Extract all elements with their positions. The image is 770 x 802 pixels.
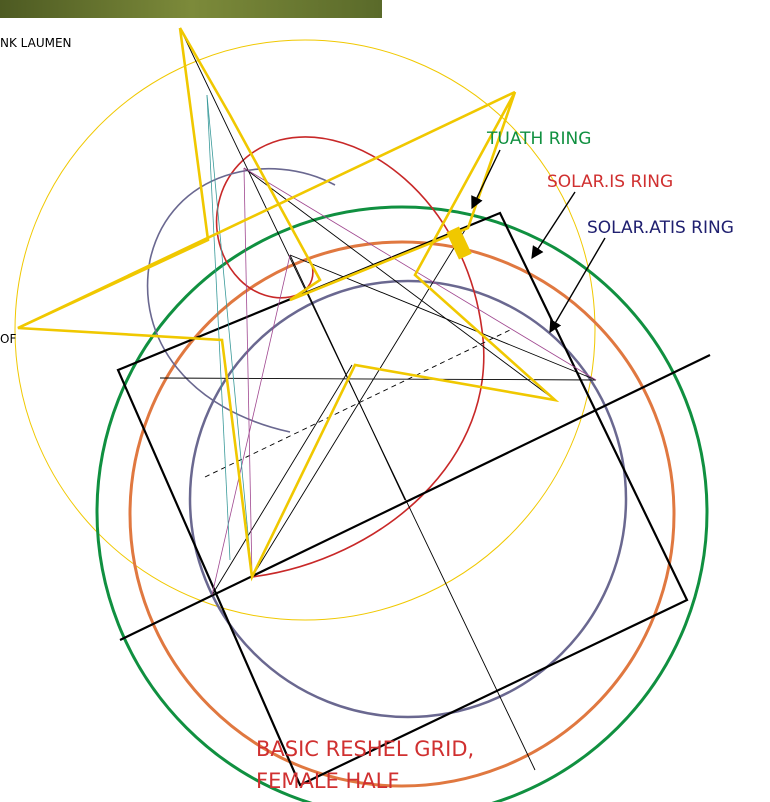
solar-atis-label: SOLAR.ATIS RING	[587, 218, 734, 238]
tuath-label: TUATH RING	[486, 129, 591, 149]
outer-yellow-circle	[14, 39, 596, 621]
arrow-solar-atis	[549, 237, 606, 334]
solar-is-label: SOLAR.IS RING	[547, 172, 673, 192]
caption-line-2: FEMALE HALF	[256, 769, 399, 793]
teal-lines	[206, 94, 253, 578]
header-image	[0, 0, 382, 18]
purple-lines	[211, 167, 597, 596]
credit: NK LAUMEN	[0, 36, 72, 50]
yellow-star	[17, 27, 560, 582]
side-fragment: OF	[0, 332, 16, 346]
purple-arc	[146, 167, 336, 433]
red-spiral	[215, 136, 485, 578]
arrow-solar-is	[531, 191, 576, 260]
yellow-marker	[446, 226, 472, 260]
axis-line	[119, 354, 711, 641]
construction-lines	[159, 27, 597, 771]
solar-is-ring	[128, 240, 676, 788]
solar-atis-ring	[188, 279, 628, 719]
arrow-tuath	[471, 149, 501, 210]
yellow-star-arm	[17, 90, 516, 330]
caption-line-1: BASIC RESHEL GRID,	[256, 737, 474, 761]
tuath-ring	[95, 205, 709, 802]
